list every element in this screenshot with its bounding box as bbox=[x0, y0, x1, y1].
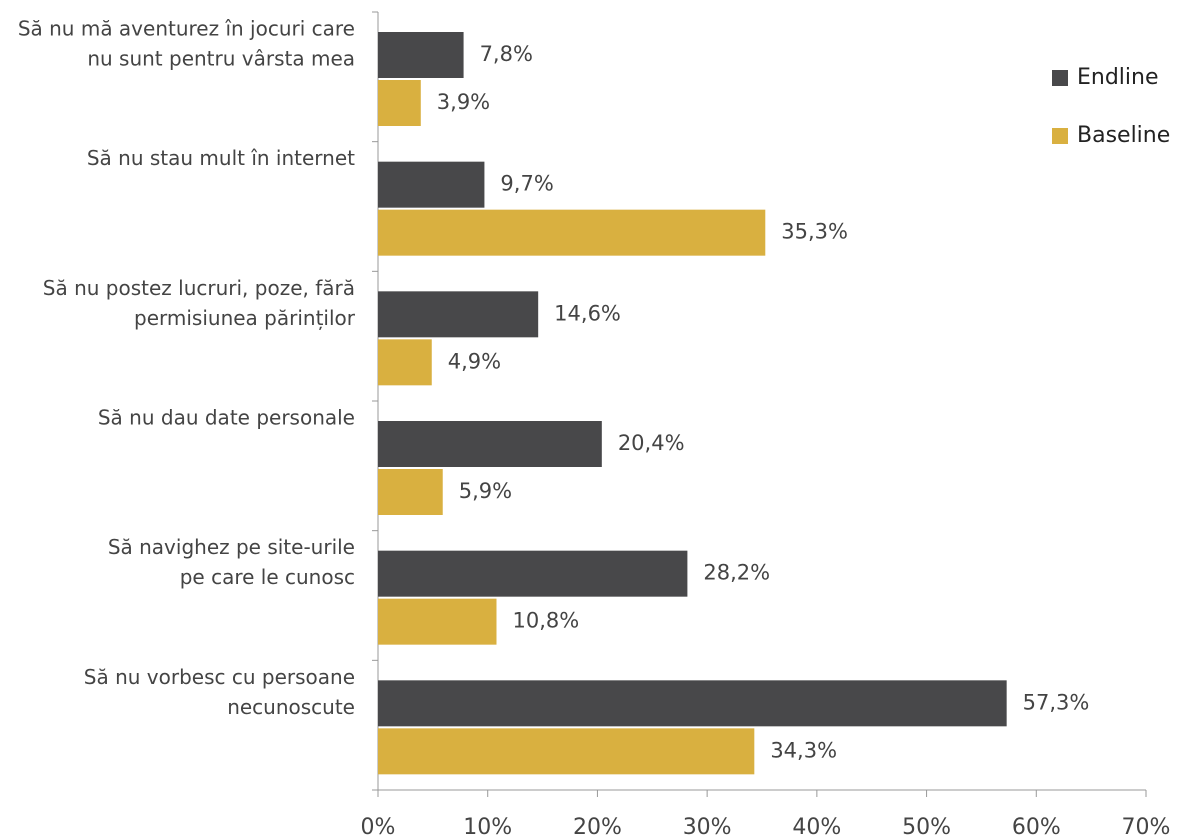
value-label: 10,8% bbox=[512, 609, 579, 633]
bar bbox=[378, 680, 1007, 727]
x-tick-label: 10% bbox=[463, 815, 512, 838]
category-label: permisiunea părinților bbox=[134, 306, 356, 330]
category-label: Să nu vorbesc cu persoane bbox=[84, 665, 355, 689]
value-label: 14,6% bbox=[554, 301, 621, 325]
bar bbox=[378, 728, 755, 775]
value-label: 4,9% bbox=[448, 349, 501, 373]
x-tick-label: 0% bbox=[361, 815, 396, 838]
category-label: Să nu stau mult în internet bbox=[87, 146, 355, 170]
value-label: 34,3% bbox=[770, 738, 837, 762]
category-label: Să nu postez lucruri, poze, fără bbox=[43, 276, 355, 300]
value-label: 35,3% bbox=[781, 220, 848, 244]
x-tick-label: 70% bbox=[1122, 815, 1171, 838]
bar bbox=[378, 161, 485, 208]
value-label: 7,8% bbox=[480, 42, 533, 66]
value-label: 5,9% bbox=[459, 479, 512, 503]
x-tick-label: 60% bbox=[1012, 815, 1061, 838]
value-label: 9,7% bbox=[500, 172, 553, 196]
category-label: pe care le cunosc bbox=[180, 565, 355, 589]
category-label: Să nu mă aventurez în jocuri care bbox=[18, 17, 355, 41]
bar bbox=[378, 598, 497, 645]
bar bbox=[378, 209, 766, 256]
x-tick-label: 20% bbox=[573, 815, 622, 838]
x-tick-label: 30% bbox=[683, 815, 732, 838]
value-label: 57,3% bbox=[1023, 690, 1090, 714]
category-label: nu sunt pentru vârsta mea bbox=[87, 47, 355, 71]
bar bbox=[378, 421, 602, 467]
legend-label: Endline bbox=[1077, 65, 1159, 90]
bar bbox=[378, 339, 432, 386]
bar bbox=[378, 291, 539, 338]
category-label: necunoscute bbox=[227, 695, 355, 719]
bar bbox=[378, 80, 421, 126]
value-label: 20,4% bbox=[618, 431, 685, 455]
value-label: 3,9% bbox=[437, 90, 490, 114]
bar bbox=[378, 550, 688, 597]
bar bbox=[378, 32, 464, 78]
x-tick-label: 40% bbox=[792, 815, 841, 838]
category-label: Să navighez pe site-urile bbox=[108, 535, 355, 559]
category-label: Să nu dau date personale bbox=[98, 406, 355, 430]
legend-swatch bbox=[1052, 70, 1068, 86]
x-tick-label: 50% bbox=[902, 815, 951, 838]
legend-label: Baseline bbox=[1077, 123, 1170, 148]
bar bbox=[378, 469, 443, 515]
legend-swatch bbox=[1052, 128, 1068, 144]
value-label: 28,2% bbox=[703, 561, 770, 585]
